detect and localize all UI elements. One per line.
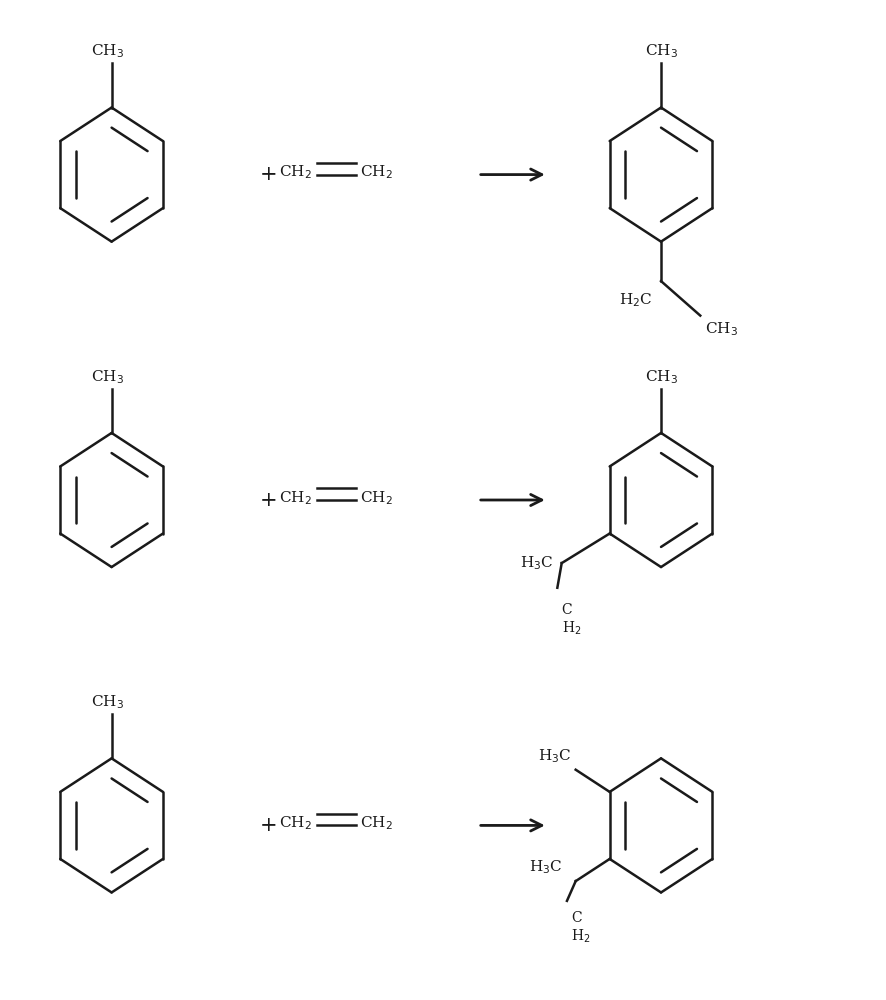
Text: CH$_2$: CH$_2$ bbox=[279, 815, 312, 832]
Text: CH$_2$: CH$_2$ bbox=[360, 489, 393, 507]
Text: CH$_3$: CH$_3$ bbox=[90, 368, 124, 386]
Text: C
H$_2$: C H$_2$ bbox=[562, 603, 581, 637]
Text: H$_3$C: H$_3$C bbox=[538, 747, 571, 765]
Text: CH$_2$: CH$_2$ bbox=[360, 815, 393, 832]
Text: C
H$_2$: C H$_2$ bbox=[571, 911, 591, 945]
Text: CH$_3$: CH$_3$ bbox=[644, 368, 678, 386]
Text: CH$_2$: CH$_2$ bbox=[279, 164, 312, 181]
Text: +: + bbox=[260, 816, 277, 835]
Text: +: + bbox=[260, 491, 277, 510]
Text: H$_3$C: H$_3$C bbox=[529, 859, 563, 876]
Text: +: + bbox=[260, 165, 277, 184]
Text: CH$_2$: CH$_2$ bbox=[279, 489, 312, 507]
Text: H$_2$C: H$_2$C bbox=[618, 291, 652, 309]
Text: CH$_3$: CH$_3$ bbox=[90, 693, 124, 711]
Text: CH$_3$: CH$_3$ bbox=[90, 42, 124, 60]
Text: CH$_3$: CH$_3$ bbox=[644, 42, 678, 60]
Text: CH$_2$: CH$_2$ bbox=[360, 164, 393, 181]
Text: H$_3$C: H$_3$C bbox=[519, 554, 553, 572]
Text: CH$_3$: CH$_3$ bbox=[704, 321, 738, 338]
